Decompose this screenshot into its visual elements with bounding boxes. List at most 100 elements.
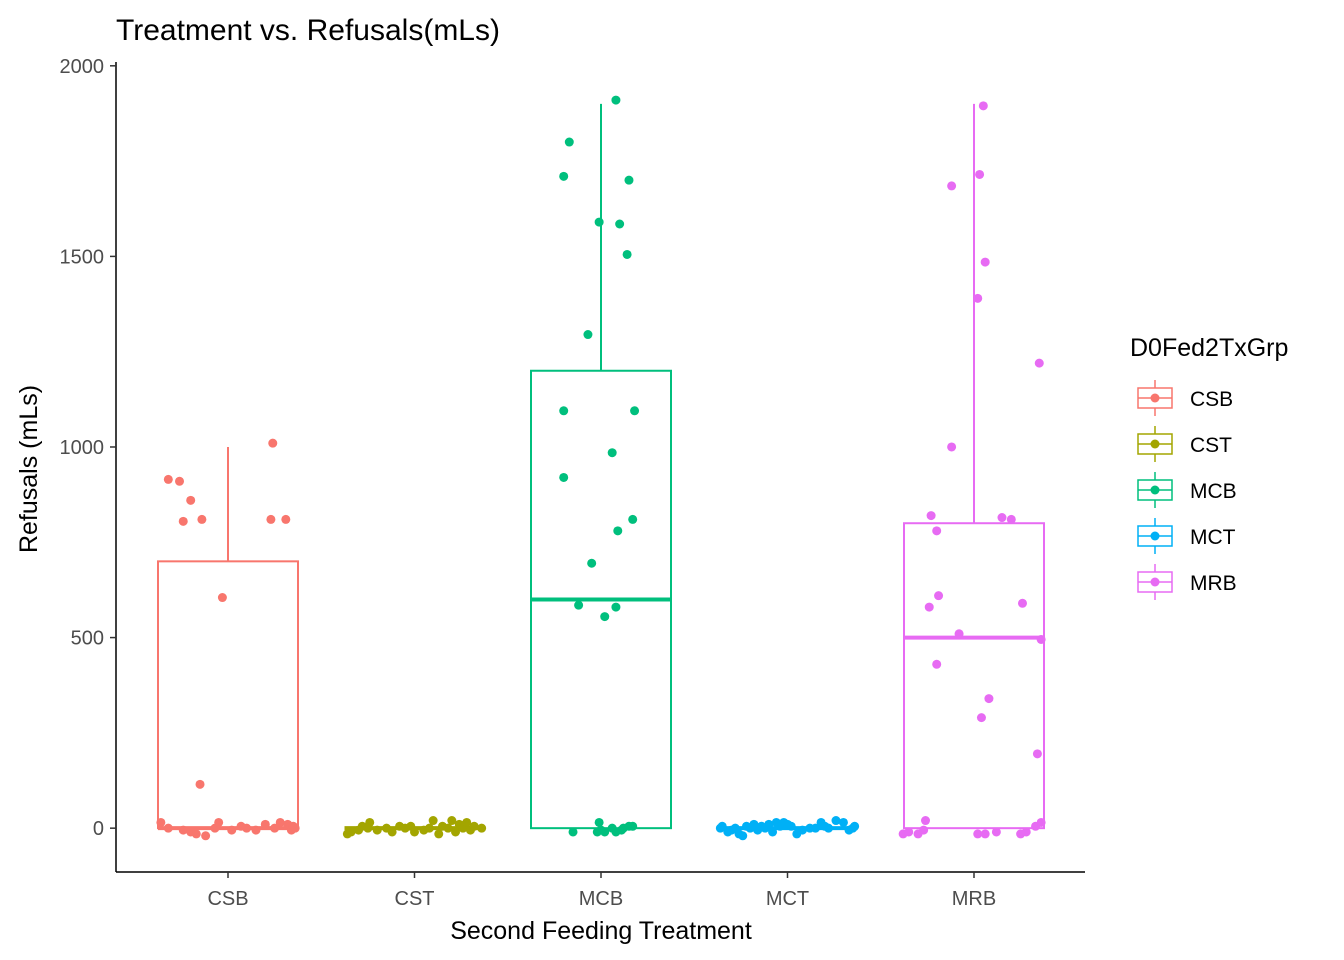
data-point <box>717 821 727 831</box>
data-point <box>447 816 457 826</box>
data-point <box>831 816 841 826</box>
data-point <box>372 825 382 835</box>
data-point <box>932 526 942 536</box>
data-point <box>583 330 593 340</box>
data-point <box>434 829 444 839</box>
data-point <box>947 181 957 191</box>
data-point <box>600 612 610 622</box>
data-point <box>290 823 300 833</box>
data-point <box>574 600 584 610</box>
data-point <box>797 825 807 835</box>
series-cst <box>342 816 487 839</box>
legend-label: CST <box>1190 434 1232 457</box>
data-point <box>587 558 597 568</box>
data-point <box>410 827 419 837</box>
data-point <box>227 825 237 835</box>
legend-label: MCT <box>1190 526 1236 549</box>
data-point <box>997 513 1007 523</box>
data-point <box>738 831 748 841</box>
data-point <box>268 438 278 448</box>
data-point <box>201 831 211 841</box>
data-point <box>559 171 569 181</box>
data-point <box>260 819 270 829</box>
data-point <box>947 442 957 452</box>
legend-label: MCB <box>1190 480 1237 503</box>
data-point <box>924 602 934 612</box>
data-point <box>976 713 986 723</box>
data-point <box>178 825 188 835</box>
data-point <box>594 217 604 227</box>
legend-item-mcb: MCB <box>1137 472 1237 508</box>
plot-area <box>156 95 1046 841</box>
y-tick-label: 0 <box>93 818 104 840</box>
data-point <box>443 823 453 833</box>
x-tick-label: MRB <box>952 888 996 910</box>
data-point <box>214 817 224 827</box>
data-point <box>628 514 638 524</box>
legend-item-mrb: MRB <box>1137 564 1237 600</box>
data-point <box>266 514 276 524</box>
y-axis-title: Refusals (mLs) <box>15 385 43 553</box>
series-mrb <box>898 101 1046 839</box>
y-tick-label: 1000 <box>60 437 105 459</box>
data-point <box>197 514 207 524</box>
data-point <box>624 175 634 185</box>
data-point <box>934 591 944 601</box>
data-point <box>428 816 438 826</box>
data-point <box>1036 817 1046 827</box>
x-tick-label: MCB <box>579 888 623 910</box>
data-point <box>613 526 623 536</box>
box <box>903 522 1045 830</box>
data-point <box>1006 514 1016 524</box>
data-point <box>838 817 848 827</box>
data-point <box>1032 749 1042 759</box>
data-point <box>178 516 188 526</box>
legend-key <box>1137 426 1173 462</box>
data-point <box>921 816 931 826</box>
data-point <box>926 511 936 521</box>
y-axis: 0 500 1000 1500 2000 <box>60 56 117 872</box>
legend-item-cst: CST <box>1137 426 1232 462</box>
data-point <box>786 821 796 831</box>
x-tick-label: MCT <box>766 888 809 910</box>
chart-title: Treatment vs. Refusals(mLs) <box>116 14 500 47</box>
data-point <box>768 827 778 837</box>
data-point <box>186 495 196 505</box>
data-point <box>973 829 983 839</box>
data-point <box>469 821 479 831</box>
data-point <box>195 779 205 789</box>
data-point <box>991 827 1001 837</box>
data-point <box>973 293 983 303</box>
data-point <box>477 823 487 833</box>
data-point <box>628 821 638 831</box>
data-point <box>451 827 461 837</box>
legend-key <box>1137 564 1173 600</box>
data-point <box>387 827 397 837</box>
data-point <box>622 249 632 259</box>
legend-key <box>1137 518 1173 554</box>
legend-title: D0Fed2TxGrp <box>1130 334 1288 362</box>
legend-label: MRB <box>1190 572 1237 595</box>
data-point <box>615 219 625 229</box>
data-point <box>462 817 472 827</box>
legend: D0Fed2TxGrp CSB CST MCB MCT MRB <box>1130 334 1288 600</box>
data-point <box>163 823 173 833</box>
data-point <box>600 827 610 837</box>
data-point <box>564 137 574 147</box>
series-mct <box>715 816 860 841</box>
x-axis-title: Second Feeding Treatment <box>450 917 752 945</box>
data-point <box>607 448 617 458</box>
legend-label: CSB <box>1190 388 1233 411</box>
data-point <box>1036 634 1046 644</box>
y-tick-label: 2000 <box>60 56 105 78</box>
data-point <box>975 169 985 179</box>
data-point <box>954 629 964 639</box>
x-tick-label: CST <box>395 888 435 910</box>
data-point <box>175 476 185 486</box>
data-point <box>163 474 173 484</box>
data-point <box>984 694 994 704</box>
legend-key <box>1137 472 1173 508</box>
data-point <box>346 827 356 837</box>
data-point <box>978 101 988 111</box>
data-point <box>365 817 375 827</box>
